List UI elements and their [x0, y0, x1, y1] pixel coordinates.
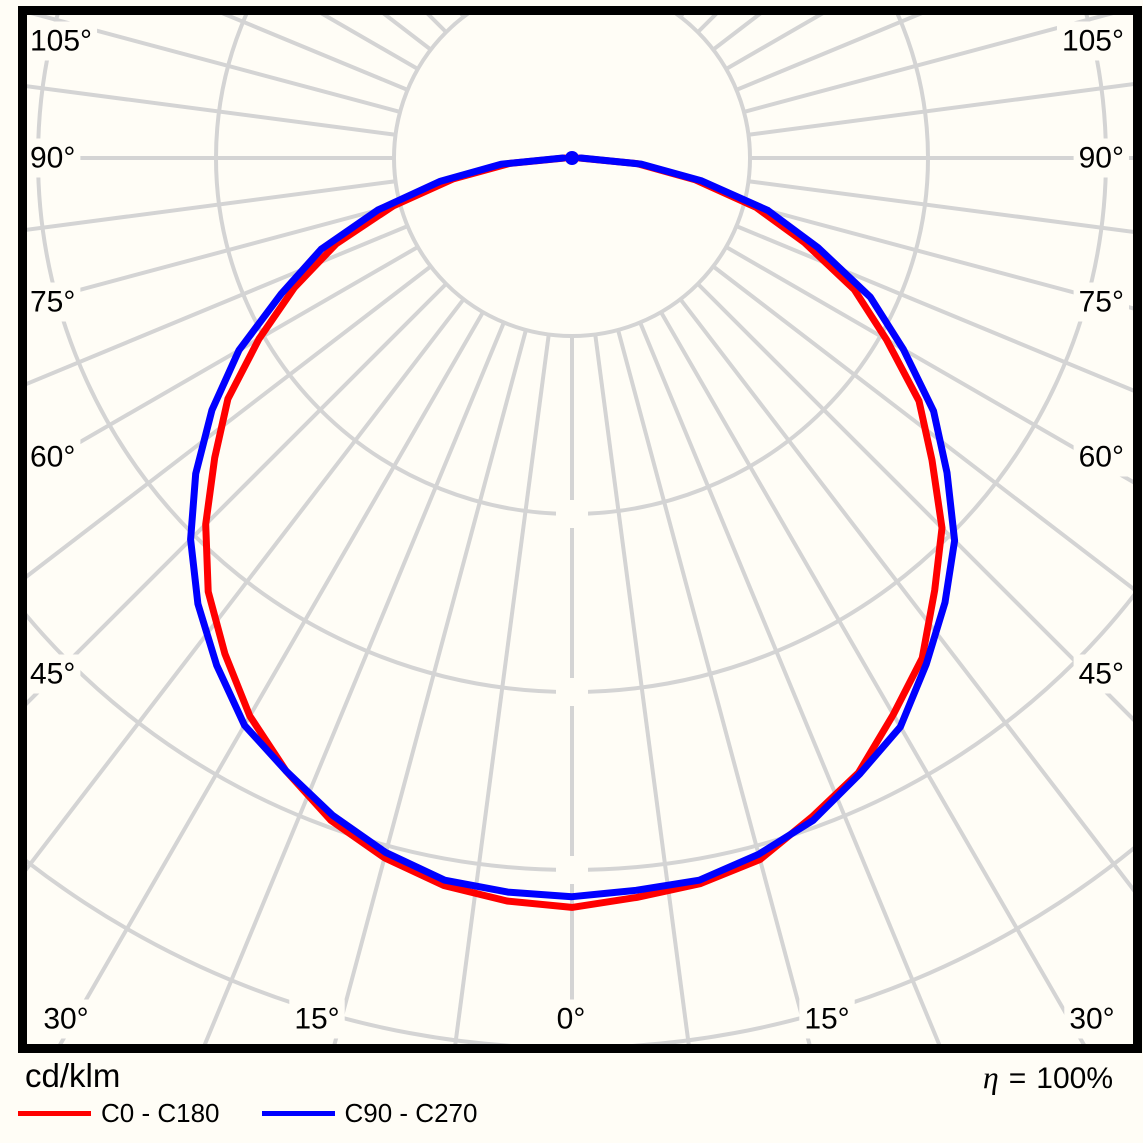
angle-tick-label: 30° — [43, 1003, 88, 1036]
grid-circle-100 — [392, 15, 752, 338]
polar-grid — [0, 0, 1143, 1046]
grid-radial-line — [696, 282, 1135, 724]
grid-radial-line — [0, 0, 483, 4]
angle-labels: 105° 105° 90° 90° 75° 75° 60° 60° 45° 45° 30° 15° 0°… — [25, 21, 1129, 1039]
angle-tick-label: 45° — [30, 658, 75, 691]
label-mask — [25, 21, 98, 61]
eta-symbol: η — [982, 1059, 999, 1095]
label-mask — [1056, 21, 1129, 61]
grid-radial-line — [27, 202, 401, 307]
grid-radial-line — [711, 264, 1135, 593]
grid-radial-line — [202, 321, 506, 1046]
angle-tick-label: 0° — [557, 1003, 586, 1036]
grid-radial-line — [27, 297, 466, 872]
grid-radial-line — [331, 329, 528, 1046]
label-mask — [1073, 437, 1129, 477]
angle-tick-label: 30° — [1069, 1003, 1114, 1036]
legend-line-c0-c180 — [18, 1110, 91, 1116]
grid-radial-line — [27, 282, 448, 706]
angle-tick-label: 90° — [1079, 142, 1124, 175]
label-mask — [25, 437, 81, 477]
angle-tick-label: 75° — [30, 286, 75, 319]
grid-radial-line — [27, 264, 433, 579]
label-mask — [38, 999, 94, 1039]
grid-radial-line — [27, 224, 409, 386]
legend-label-c0-c180: C0 - C180 — [101, 1098, 220, 1128]
label-mask — [25, 138, 81, 178]
label-mask — [1064, 999, 1120, 1039]
grid-radial-line — [638, 321, 942, 1046]
grid-radial-line — [27, 84, 396, 137]
grid-radial-line — [27, 245, 419, 475]
plot-border — [18, 6, 1142, 1053]
grid-radial-line — [593, 334, 691, 1046]
angle-tick-label: 90° — [30, 142, 75, 175]
grid-radial-line — [678, 297, 1135, 896]
grid-radial-line — [725, 245, 1135, 486]
origin-dot — [565, 151, 579, 165]
polar-chart: 105° 105° 90° 90° 75° 75° 60° 60° 45° 45° 30° 15° 0°… — [0, 0, 1143, 1053]
label-mask — [551, 999, 591, 1039]
grid-radial-line — [661, 0, 1143, 4]
grid-radial-line — [27, 179, 396, 232]
angle-tick-label: 105° — [1062, 25, 1124, 58]
grid-radial-line — [748, 81, 1135, 137]
label-mask — [1073, 282, 1129, 322]
grid-radial-line — [743, 202, 1135, 311]
angle-tick-label: 105° — [30, 25, 92, 58]
curve-C0-C180 — [202, 154, 946, 911]
efficiency-label: η = 100% — [983, 1060, 1113, 1096]
grid-radial-line — [743, 15, 1114, 114]
grid-radial-line — [659, 311, 1087, 1046]
grid-radial-line — [453, 334, 551, 1046]
grid-radial-line — [748, 179, 1135, 235]
curves — [187, 154, 959, 911]
angle-tick-label: 45° — [1079, 658, 1124, 691]
label-mask — [1073, 654, 1129, 694]
angle-tick-label: 75° — [1079, 286, 1124, 319]
label-mask — [1073, 138, 1129, 178]
label-mask — [25, 282, 81, 322]
angle-tick-label: 60° — [30, 441, 75, 474]
grid-radial-line — [30, 15, 401, 114]
legend-label-c90-c270: C90 - C270 — [344, 1098, 478, 1128]
label-mask — [25, 654, 81, 694]
label-mask — [799, 999, 855, 1039]
label-mask — [289, 999, 345, 1039]
grid-radial-line — [57, 311, 485, 1046]
angle-tick-label: 15° — [294, 1003, 339, 1036]
eta-equals: = — [1008, 1062, 1027, 1095]
unit-label: cd/klm — [25, 1057, 121, 1094]
eta-value: 100% — [1036, 1062, 1113, 1095]
angle-tick-label: 60° — [1079, 441, 1124, 474]
grid-radial-line — [735, 224, 1135, 394]
legend: C0 - C180 C90 - C270 — [18, 1098, 519, 1128]
curve-C90-C270 — [187, 154, 959, 901]
angle-tick-label: 15° — [804, 1003, 849, 1036]
legend-line-c90-c270 — [261, 1110, 335, 1116]
